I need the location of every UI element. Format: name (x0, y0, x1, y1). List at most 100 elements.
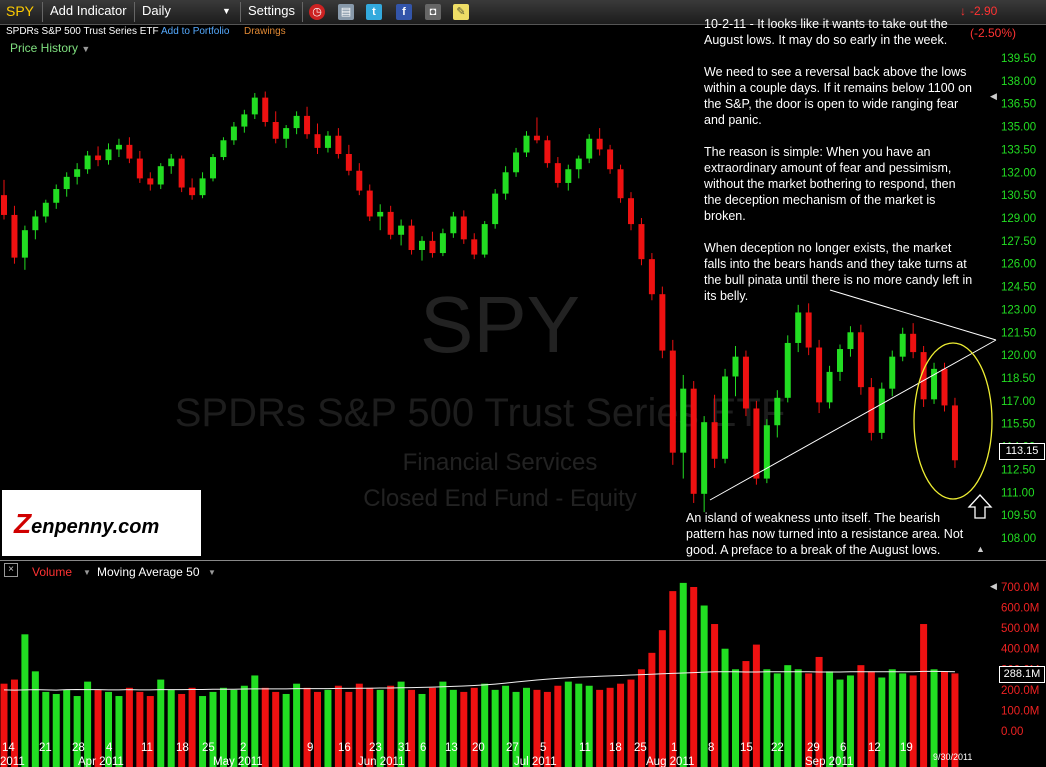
volume-axis-label: 200.0M (1001, 685, 1039, 697)
volume-bar (617, 683, 625, 767)
candle-body (899, 333, 906, 357)
x-axis-day-label: 25 (634, 742, 647, 754)
volume-bar (334, 685, 342, 767)
volume-bar (606, 687, 614, 767)
candle-body (356, 170, 363, 191)
twitter-icon[interactable]: t (366, 4, 382, 20)
candle-body (251, 97, 258, 115)
symbol-input[interactable]: SPY (6, 3, 35, 19)
close-icon[interactable]: × (4, 563, 18, 577)
volume-bar (930, 669, 938, 767)
volume-bar (523, 687, 530, 767)
volume-bar (596, 689, 604, 767)
current-price-label: 113.15 (999, 443, 1045, 460)
volume-bar (533, 689, 541, 767)
volume-bar (366, 687, 374, 767)
volume-bar (428, 687, 436, 767)
candle-body (471, 239, 478, 255)
watermark-ticker: SPY (420, 280, 580, 369)
interval-select[interactable]: Daily (142, 3, 171, 18)
chevron-down-icon[interactable]: ▼ (222, 6, 231, 16)
candle-body (398, 225, 405, 235)
settings-button[interactable]: Settings (248, 3, 295, 18)
add-indicator-button[interactable]: Add Indicator (50, 3, 127, 18)
volume-bar (42, 691, 50, 767)
volume-bar (115, 696, 123, 767)
candle-body (951, 405, 958, 461)
candle-body (105, 149, 112, 161)
price-axis-label: 111.00 (1001, 487, 1034, 499)
volume-bar (836, 679, 844, 767)
volume-bar (376, 689, 384, 767)
volume-bar (543, 691, 551, 767)
trendline-upper[interactable] (829, 289, 997, 341)
add-to-portfolio-link[interactable]: Add to Portfolio (161, 26, 230, 37)
volume-bar (21, 634, 29, 767)
x-axis-month-label: May 2011 (213, 756, 263, 767)
candle-body (805, 312, 812, 348)
candle-body (920, 352, 927, 400)
x-axis-day-label: 31 (398, 742, 411, 754)
price-history-menu[interactable]: Price History ▼ (10, 41, 90, 55)
candle-body (878, 388, 885, 433)
x-axis-day-label: 9 (307, 742, 313, 754)
candle-body (533, 135, 540, 141)
price-axis-label: 138.00 (1001, 76, 1036, 88)
volume-bar (105, 691, 112, 767)
highlight-circle[interactable] (913, 342, 993, 500)
trendline-lower[interactable] (709, 339, 997, 501)
volume-bar (282, 693, 290, 767)
moving-average-line (3, 670, 955, 691)
candle-body (711, 422, 718, 459)
note-icon[interactable]: ✎ (453, 4, 469, 20)
scroll-up-icon[interactable]: ▲ (976, 544, 985, 554)
volume-bar (314, 691, 321, 767)
candle-body (492, 193, 499, 225)
volume-bar (627, 679, 635, 767)
volume-bar (794, 669, 802, 767)
facebook-icon[interactable]: f (396, 4, 412, 20)
x-axis-day-label: 16 (338, 742, 351, 754)
volume-bar (784, 665, 792, 767)
price-axis-label: 133.50 (1001, 144, 1036, 156)
volume-bar (752, 644, 760, 767)
volume-bar (564, 681, 572, 767)
candle-body (575, 158, 582, 170)
volume-label: Volume (32, 565, 73, 579)
chevron-down-icon[interactable]: ▼ (83, 568, 91, 577)
volume-bar (293, 683, 301, 767)
candle-body (774, 397, 781, 426)
chevron-down-icon[interactable]: ▼ (208, 568, 216, 577)
print-icon[interactable]: ▤ (338, 4, 354, 20)
price-axis-label: 130.50 (1001, 190, 1036, 202)
candle-body (157, 166, 164, 185)
volume-bar (52, 693, 60, 767)
candle-body (210, 157, 216, 179)
candle-body (147, 178, 154, 185)
candle-body (283, 128, 290, 139)
volume-bar (272, 691, 280, 767)
price-axis-label: 127.50 (1001, 236, 1036, 248)
camera-icon[interactable]: ◘ (425, 4, 441, 20)
candle-body (753, 408, 760, 479)
volume-bar (773, 673, 781, 767)
price-axis-label: 132.00 (1001, 167, 1036, 179)
volume-bar (878, 677, 886, 767)
volume-bar (219, 687, 227, 767)
candle-body (314, 134, 321, 148)
candle-body (784, 342, 791, 398)
candle-body (324, 135, 331, 148)
x-axis-day-label: 1 (671, 742, 677, 754)
ma-label[interactable]: Moving Average 50 (97, 565, 200, 579)
price-axis-label: 112.50 (1001, 464, 1035, 476)
x-axis-day-label: 5 (540, 742, 546, 754)
candle-body (816, 347, 823, 403)
alarm-clock-icon[interactable]: ◷ (309, 4, 325, 20)
x-axis-month-label: Apr 2011 (78, 756, 124, 767)
volume-bar (732, 669, 739, 767)
drawings-link[interactable]: Drawings (244, 26, 286, 37)
x-axis-day-label: 20 (472, 742, 485, 754)
price-axis-label: 136.50 (1001, 99, 1036, 111)
annotation-bottom: An island of weakness unto itself. The b… (686, 511, 964, 557)
candle-body (638, 224, 645, 260)
